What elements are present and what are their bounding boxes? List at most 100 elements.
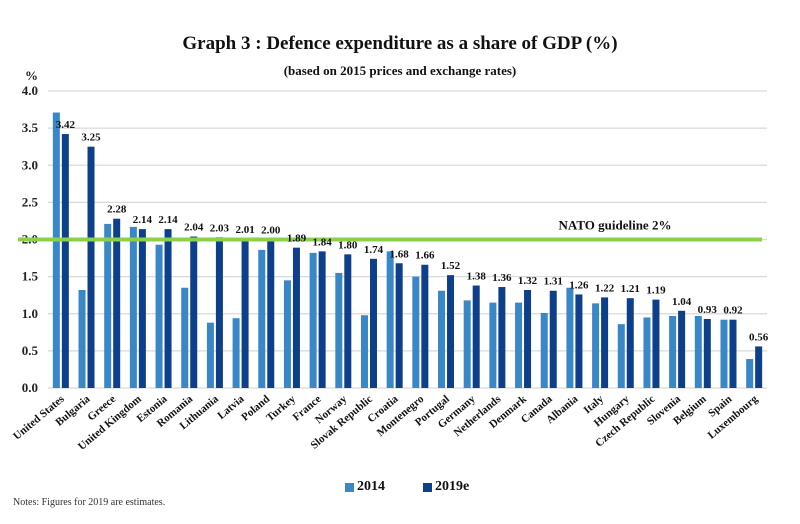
data-label-2019e: 1.04 (672, 296, 692, 308)
bar-2014-latvia (232, 318, 240, 388)
bar-2019e-norway (344, 254, 352, 388)
y-tick-label: 1.0 (22, 306, 38, 321)
legend-item-2014: 2014 (345, 479, 385, 495)
data-label-2019e: 2.28 (107, 204, 127, 216)
data-label-2019e: 1.22 (595, 282, 615, 294)
bar-2014-montenegro (412, 276, 420, 388)
bar-2014-hungary (617, 324, 625, 388)
legend-item-2019e: 2019e (423, 479, 469, 495)
bar-2019e-italy (601, 297, 609, 388)
data-label-2019e: 3.25 (81, 132, 101, 144)
bar-2014-germany (463, 300, 471, 388)
reference-line-group: NATO guideline 2% (18, 218, 762, 242)
bar-2019e-czech-republic (652, 299, 660, 388)
bar-2019e-slovak-republic (369, 258, 377, 388)
bar-2019e-albania (575, 294, 583, 388)
data-label-2019e: 0.92 (723, 305, 743, 317)
data-label-2019e: 1.80 (338, 239, 358, 251)
y-tick-label: 0.5 (22, 343, 39, 358)
bar-2019e-denmark (524, 289, 532, 388)
bar-2014-romania (181, 287, 189, 388)
chart-title: Graph 3 : Defence expenditure as a share… (182, 33, 618, 54)
data-label-2019e: 1.19 (646, 285, 666, 297)
bar-2019e-hungary (626, 298, 634, 388)
legend-swatch-2019e (423, 482, 432, 492)
bar-2014-croatia (386, 251, 394, 388)
data-label-2019e: 1.84 (313, 236, 333, 248)
bars (52, 112, 763, 388)
legend: 2014 2019e (345, 479, 469, 495)
legend-label-2019e: 2019e (435, 479, 470, 494)
bar-2019e-turkey (292, 247, 300, 388)
bar-2014-albania (566, 287, 574, 388)
bar-2014-france (309, 252, 317, 388)
data-label-2019e: 1.36 (492, 272, 512, 284)
data-label-2019e: 1.32 (518, 275, 538, 287)
bar-2014-united-kingdom (129, 226, 137, 388)
bar-2019e-germany (472, 285, 480, 388)
bar-2014-estonia (155, 244, 163, 388)
nato-guideline-label: NATO guideline 2% (559, 218, 672, 233)
bar-2014-czech-republic (643, 317, 651, 388)
data-label-2019e: 1.68 (390, 248, 410, 260)
bar-2014-belgium (694, 315, 702, 388)
y-axis-label: % (25, 68, 38, 83)
bar-2019e-united-states (61, 134, 69, 388)
data-label-2019e: 0.93 (698, 304, 718, 316)
bar-2014-denmark (515, 302, 523, 388)
bar-2014-slovenia (669, 315, 677, 388)
data-label-2019e: 1.66 (415, 250, 435, 262)
bar-2019e-luxembourg (755, 346, 763, 388)
y-tick-label: 2.5 (22, 194, 39, 209)
bar-2014-turkey (283, 280, 291, 388)
bar-2014-italy (592, 303, 600, 388)
data-label-2019e: 1.52 (441, 260, 461, 272)
bar-2014-lithuania (206, 322, 214, 388)
data-label-2019e: 1.26 (569, 279, 589, 291)
y-tick-label: 3.5 (22, 120, 39, 135)
bar-2019e-poland (267, 239, 275, 388)
bar-2014-greece (104, 223, 112, 388)
y-tick-label: 1.5 (22, 269, 39, 284)
category-label: Turkey (264, 393, 298, 424)
data-label-2019e: 2.14 (158, 214, 178, 226)
bar-2019e-united-kingdom (138, 229, 146, 388)
data-labels: 3.42 3.25 2.28 2.14 2.14 2.04 2.03 2.01 2.00 1.89… (56, 119, 769, 343)
data-label-2019e: 1.38 (467, 271, 487, 283)
bar-2019e-spain (729, 319, 737, 388)
legend-label-2014: 2014 (357, 479, 385, 494)
bar-2014-netherlands (489, 302, 497, 388)
data-label-2019e: 1.31 (544, 276, 563, 288)
data-label-2019e: 2.04 (184, 222, 204, 234)
y-tick-label: 0.0 (22, 380, 38, 395)
chart-subtitle: (based on 2015 prices and exchange rates… (283, 63, 517, 78)
bar-2019e-slovenia (678, 310, 686, 388)
bar-2019e-latvia (241, 238, 249, 388)
data-label-2019e: 2.14 (133, 214, 153, 226)
data-label-2019e: 1.89 (287, 233, 307, 245)
bar-2014-slovak-republic (360, 315, 368, 388)
data-label-2019e: 2.01 (235, 224, 254, 236)
bar-2014-spain (720, 319, 728, 388)
y-tick-label: 4.0 (22, 83, 38, 98)
bar-2019e-bulgaria (87, 146, 95, 388)
chart-notes: Notes: Figures for 2019 are estimates. (13, 497, 166, 508)
y-tick-label: 3.0 (22, 157, 38, 172)
data-label-2019e: 3.42 (56, 119, 76, 131)
bar-2019e-canada (549, 290, 557, 388)
bar-2014-united-states (52, 112, 60, 388)
data-label-2019e: 1.21 (621, 283, 640, 295)
data-label-2019e: 2.00 (261, 225, 281, 237)
bar-2014-portugal (438, 290, 446, 388)
bar-2014-luxembourg (746, 359, 754, 388)
bar-2019e-croatia (395, 263, 403, 388)
data-label-2019e: 2.03 (210, 222, 230, 234)
bar-2019e-lithuania (215, 237, 223, 388)
bar-2019e-montenegro (421, 264, 429, 388)
bar-2019e-france (318, 251, 326, 388)
bar-2019e-greece (113, 218, 121, 388)
bar-2019e-netherlands (498, 287, 506, 388)
bar-2014-poland (258, 249, 266, 388)
